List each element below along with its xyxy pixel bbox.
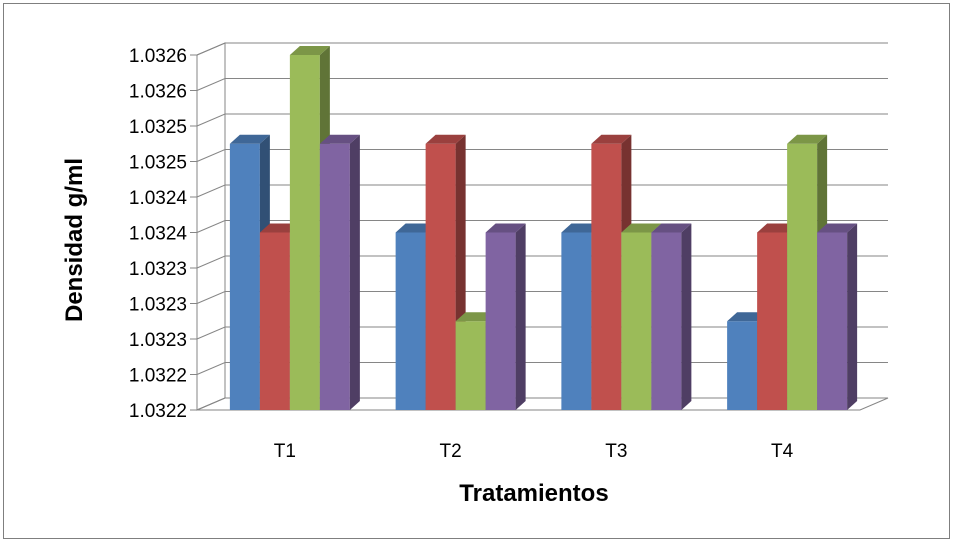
bar-front <box>289 55 320 410</box>
bar-front <box>425 143 456 410</box>
gridline <box>196 42 888 56</box>
bar <box>319 134 360 410</box>
bar-front <box>455 321 486 410</box>
x-tick-label: T2 <box>440 441 462 462</box>
bar-front <box>621 232 652 410</box>
y-tick-label: 1.0323 <box>129 295 187 316</box>
bar-top <box>787 134 828 144</box>
y-axis-title: Densidad g/ml <box>61 158 88 322</box>
bar-front <box>319 143 350 410</box>
gridline <box>196 78 888 91</box>
bar-top <box>651 223 692 233</box>
bar-top <box>621 223 662 233</box>
y-tick-labels: 1.0322 1.0322 1.0323 1.0323 1.0323 1.0324 1.03… <box>129 46 188 422</box>
bar-front <box>561 232 592 410</box>
x-axis-title: Tratamientos <box>459 480 608 507</box>
bar <box>651 223 692 410</box>
y-tick-label: 1.0323 <box>129 259 187 280</box>
bar <box>425 134 466 410</box>
bar-top <box>229 134 270 144</box>
y-tick-label: 1.0325 <box>129 153 187 174</box>
bar-front <box>395 232 426 410</box>
bar-front <box>787 143 818 410</box>
bar-top <box>425 134 466 144</box>
y-tick-label: 1.0324 <box>129 224 188 245</box>
y-tick-label: 1.0322 <box>129 366 187 387</box>
gridline <box>196 220 888 233</box>
gridline <box>196 184 888 198</box>
y-tick-label: 1.0324 <box>129 188 188 209</box>
x-tick-labels: T1 T2 T3 T4 <box>274 441 794 462</box>
bars <box>229 46 858 410</box>
bar-top <box>817 223 858 233</box>
y-tick-label: 1.0323 <box>129 330 187 351</box>
bar-front <box>817 232 848 410</box>
bar <box>485 223 526 410</box>
bar-front <box>229 143 260 410</box>
bar-top <box>289 46 330 55</box>
gridline <box>196 113 888 127</box>
bar-side <box>349 134 360 410</box>
x-tick-label: T3 <box>605 441 627 462</box>
bar-front <box>591 143 622 410</box>
bar-front <box>259 232 290 410</box>
bar-side <box>847 223 858 410</box>
x-tick-label: T1 <box>274 441 296 462</box>
y-tick-label: 1.0325 <box>129 117 187 138</box>
bar-front <box>727 321 758 410</box>
gridline <box>196 149 888 162</box>
y-tick-label: 1.0322 <box>129 401 187 422</box>
bar-side <box>515 223 526 410</box>
bar-front <box>485 232 516 410</box>
x-tick-label: T4 <box>771 441 794 462</box>
bar-side <box>681 223 692 410</box>
bar-top <box>319 134 360 144</box>
bar-top <box>485 223 526 233</box>
y-tick-label: 1.0326 <box>129 82 187 103</box>
bar <box>817 223 858 410</box>
bar-front <box>651 232 682 410</box>
bar-front <box>757 232 788 410</box>
y-tick-label: 1.0326 <box>129 46 187 67</box>
bar-top <box>591 134 632 144</box>
